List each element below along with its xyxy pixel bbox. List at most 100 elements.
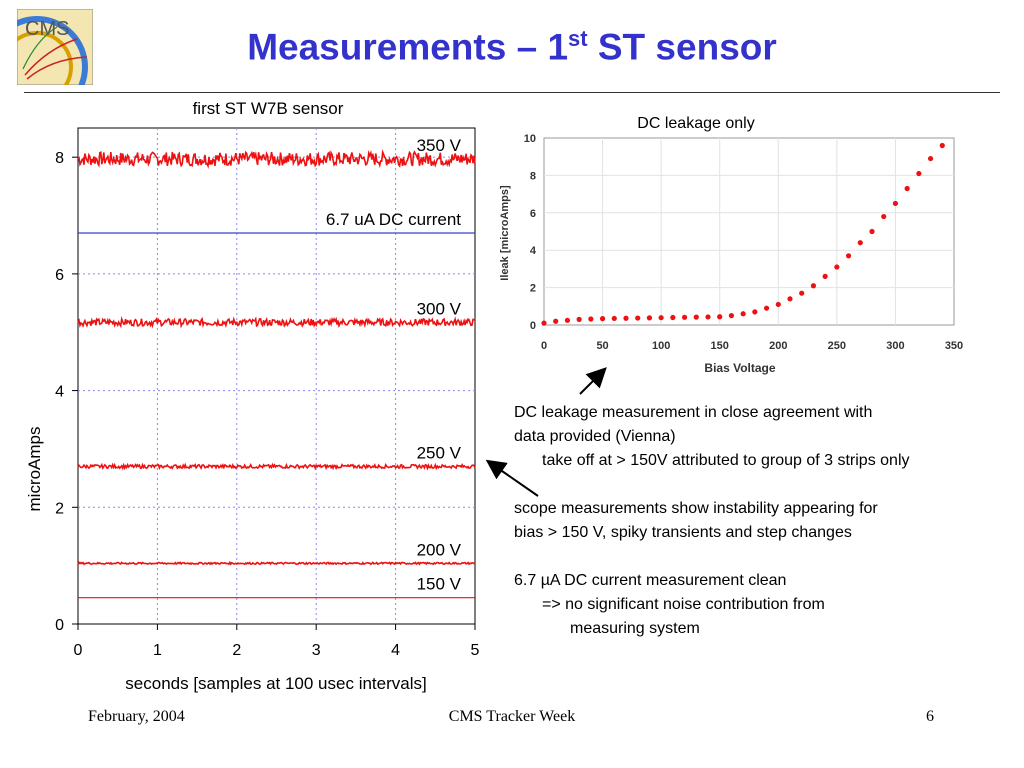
leakage-data-point bbox=[904, 185, 910, 192]
y-tick-label: 0 bbox=[530, 320, 536, 332]
note-line: scope measurements show instability appe… bbox=[514, 500, 878, 517]
leakage-data-point bbox=[740, 311, 746, 317]
y-tick-label: 2 bbox=[530, 283, 536, 295]
scope-series-label: 6.7 uA DC current bbox=[326, 210, 461, 229]
y-tick-label: 2 bbox=[55, 500, 64, 517]
y-tick-label: 4 bbox=[530, 245, 537, 257]
leakage-chart-ylabel: Ileak [microAmps] bbox=[499, 185, 511, 281]
x-tick-label: 350 bbox=[945, 340, 963, 352]
x-tick-label: 3 bbox=[312, 642, 321, 659]
x-tick-label: 50 bbox=[596, 340, 608, 352]
leakage-data-point bbox=[705, 314, 711, 320]
leakage-data-point bbox=[717, 314, 723, 320]
leakage-data-point bbox=[635, 315, 641, 321]
scope-chart-title: first ST W7B sensor bbox=[193, 99, 344, 118]
leakage-data-point bbox=[553, 318, 559, 324]
leakage-data-point bbox=[728, 313, 735, 319]
scope-series-label: 300 V bbox=[417, 299, 462, 318]
x-tick-label: 0 bbox=[541, 340, 547, 352]
scope-series-label: 350 V bbox=[417, 136, 462, 155]
x-tick-label: 200 bbox=[769, 340, 787, 352]
note-line: take off at > 150V attributed to group o… bbox=[542, 452, 910, 469]
note-line: data provided (Vienna) bbox=[514, 428, 676, 445]
leakage-data-point bbox=[576, 316, 582, 322]
notes-block: DC leakage measurement in close agreemen… bbox=[514, 401, 1014, 641]
scope-chart-svg: first ST W7B sensor microAmps seconds [s… bbox=[25, 99, 480, 693]
leakage-data-point bbox=[541, 320, 547, 326]
leakage-data-point bbox=[681, 314, 688, 320]
note-line: 6.7 µA DC current measurement clean bbox=[514, 572, 787, 589]
scope-chart: first ST W7B sensor microAmps seconds [s… bbox=[0, 94, 500, 700]
x-tick-label: 0 bbox=[74, 642, 83, 659]
footer-event: CMS Tracker Week bbox=[448, 708, 576, 725]
leakage-data-point bbox=[892, 200, 899, 207]
leakage-data-point bbox=[670, 314, 676, 321]
leakage-data-point bbox=[752, 309, 758, 315]
y-tick-label: 0 bbox=[55, 617, 64, 634]
x-tick-label: 4 bbox=[391, 642, 400, 659]
scope-series-label: 250 V bbox=[417, 443, 462, 462]
leakage-data-point bbox=[881, 213, 887, 220]
leakage-chart-xlabel: Bias Voltage bbox=[704, 361, 775, 375]
leakage-data-point bbox=[658, 315, 664, 321]
title-tail: ST sensor bbox=[587, 26, 777, 68]
scope-plot-frame bbox=[77, 127, 476, 625]
leakage-data-point bbox=[927, 155, 934, 162]
leakage-data-point bbox=[834, 264, 840, 270]
x-tick-label: 2 bbox=[232, 642, 241, 659]
leakage-chart: DC leakage only Ileak [microAmps] Bias V… bbox=[490, 110, 970, 382]
scope-series-label: 150 V bbox=[417, 575, 462, 594]
scope-series-line bbox=[77, 462, 476, 471]
leakage-data-point bbox=[869, 228, 875, 235]
x-tick-label: 300 bbox=[886, 340, 904, 352]
leakage-data-point bbox=[787, 296, 793, 302]
leakage-data-point bbox=[939, 142, 945, 149]
title-main: Measurements – 1 bbox=[247, 26, 569, 68]
y-tick-label: 6 bbox=[55, 267, 64, 284]
y-tick-label: 4 bbox=[55, 384, 64, 401]
y-tick-label: 8 bbox=[55, 150, 64, 167]
leakage-data-point bbox=[599, 316, 606, 322]
logo-text: CMS bbox=[25, 18, 69, 40]
slide-title: Measurements – 1st ST sensor bbox=[0, 26, 1024, 68]
footer-date: February, 2004 bbox=[88, 708, 185, 725]
leakage-data-point bbox=[623, 315, 629, 321]
scope-series-line bbox=[77, 315, 476, 329]
x-tick-label: 5 bbox=[471, 642, 480, 659]
x-tick-label: 150 bbox=[711, 340, 729, 352]
leakage-data-point bbox=[916, 170, 922, 177]
title-rule bbox=[24, 92, 1000, 93]
scope-series-label: 200 V bbox=[417, 540, 462, 559]
y-tick-label: 10 bbox=[524, 133, 536, 145]
scope-series-line bbox=[77, 560, 476, 566]
note-line: bias > 150 V, spiky transients and step … bbox=[514, 524, 852, 541]
leakage-data-point bbox=[588, 316, 594, 322]
scope-chart-xlabel: seconds [samples at 100 usec intervals] bbox=[125, 674, 426, 693]
title-sup: st bbox=[568, 26, 588, 51]
leakage-data-point bbox=[775, 301, 781, 308]
leakage-data-point bbox=[857, 240, 863, 246]
leakage-data-point bbox=[646, 315, 653, 321]
note-line: => no significant noise contribution fro… bbox=[542, 596, 825, 613]
leakage-data-point bbox=[564, 317, 571, 323]
leakage-data-point bbox=[693, 314, 699, 320]
leakage-data-point bbox=[611, 315, 617, 322]
y-tick-label: 8 bbox=[530, 170, 536, 182]
note-line: measuring system bbox=[570, 620, 700, 637]
x-tick-label: 1 bbox=[153, 642, 162, 659]
leakage-data-point bbox=[763, 305, 770, 311]
leakage-chart-svg: DC leakage only Ileak [microAmps] Bias V… bbox=[499, 115, 963, 375]
x-tick-label: 250 bbox=[828, 340, 846, 352]
x-tick-label: 100 bbox=[652, 340, 670, 352]
note-line: DC leakage measurement in close agreemen… bbox=[514, 404, 873, 421]
leakage-chart-title: DC leakage only bbox=[637, 115, 754, 132]
leakage-data-point bbox=[822, 273, 828, 279]
footer-page-number: 6 bbox=[926, 708, 934, 725]
scope-chart-ylabel: microAmps bbox=[25, 426, 44, 511]
y-tick-label: 6 bbox=[530, 208, 536, 220]
leakage-data-point bbox=[799, 290, 805, 296]
leakage-plot-frame bbox=[543, 137, 955, 326]
leakage-data-point bbox=[810, 283, 817, 289]
leakage-data-point bbox=[845, 253, 852, 259]
scope-series-line bbox=[77, 149, 476, 169]
